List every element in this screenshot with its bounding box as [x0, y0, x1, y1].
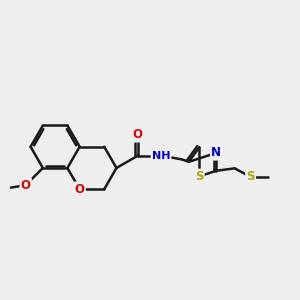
- Text: S: S: [246, 170, 255, 183]
- Text: N: N: [211, 146, 221, 159]
- Text: O: O: [75, 183, 85, 196]
- Text: S: S: [195, 170, 203, 183]
- Text: NH: NH: [152, 151, 170, 161]
- Text: O: O: [133, 128, 143, 141]
- Text: O: O: [21, 179, 31, 192]
